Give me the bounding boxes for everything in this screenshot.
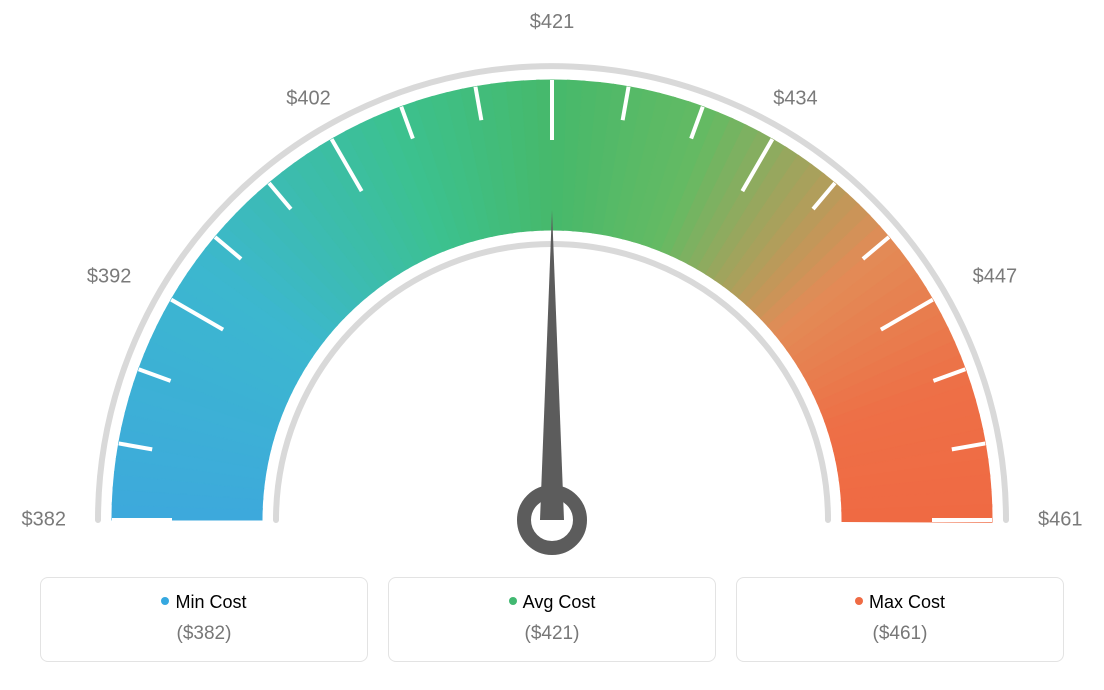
gauge-scale-label: $382: [22, 509, 67, 532]
gauge-scale-label: $421: [530, 11, 575, 34]
cost-gauge-container: $382 $392 $402 $421 $434 $447 $461 Min Cost ($…: [0, 0, 1104, 690]
dot-icon: [161, 597, 169, 605]
legend-row: Min Cost ($382) Avg Cost ($421) Max Cost…: [40, 577, 1064, 662]
legend-title-max: Max Cost: [747, 592, 1053, 613]
dot-icon: [855, 597, 863, 605]
legend-title-min: Min Cost: [51, 592, 357, 613]
legend-value-max: ($461): [747, 623, 1053, 645]
gauge-scale-label: $392: [87, 265, 132, 288]
legend-value-min: ($382): [51, 623, 357, 645]
legend-value-avg: ($421): [399, 623, 705, 645]
gauge-scale-label: $434: [773, 88, 818, 111]
gauge-scale-label: $461: [1038, 509, 1083, 532]
legend-card-avg: Avg Cost ($421): [388, 577, 716, 662]
legend-label-max: Max Cost: [869, 592, 945, 612]
legend-label-avg: Avg Cost: [523, 592, 596, 612]
legend-label-min: Min Cost: [175, 592, 246, 612]
legend-card-max: Max Cost ($461): [736, 577, 1064, 662]
gauge-scale-label: $402: [286, 88, 331, 111]
legend-card-min: Min Cost ($382): [40, 577, 368, 662]
dot-icon: [509, 597, 517, 605]
legend-title-avg: Avg Cost: [399, 592, 705, 613]
gauge-scale-label: $447: [973, 265, 1018, 288]
gauge-chart: $382 $392 $402 $421 $434 $447 $461: [0, 0, 1104, 560]
